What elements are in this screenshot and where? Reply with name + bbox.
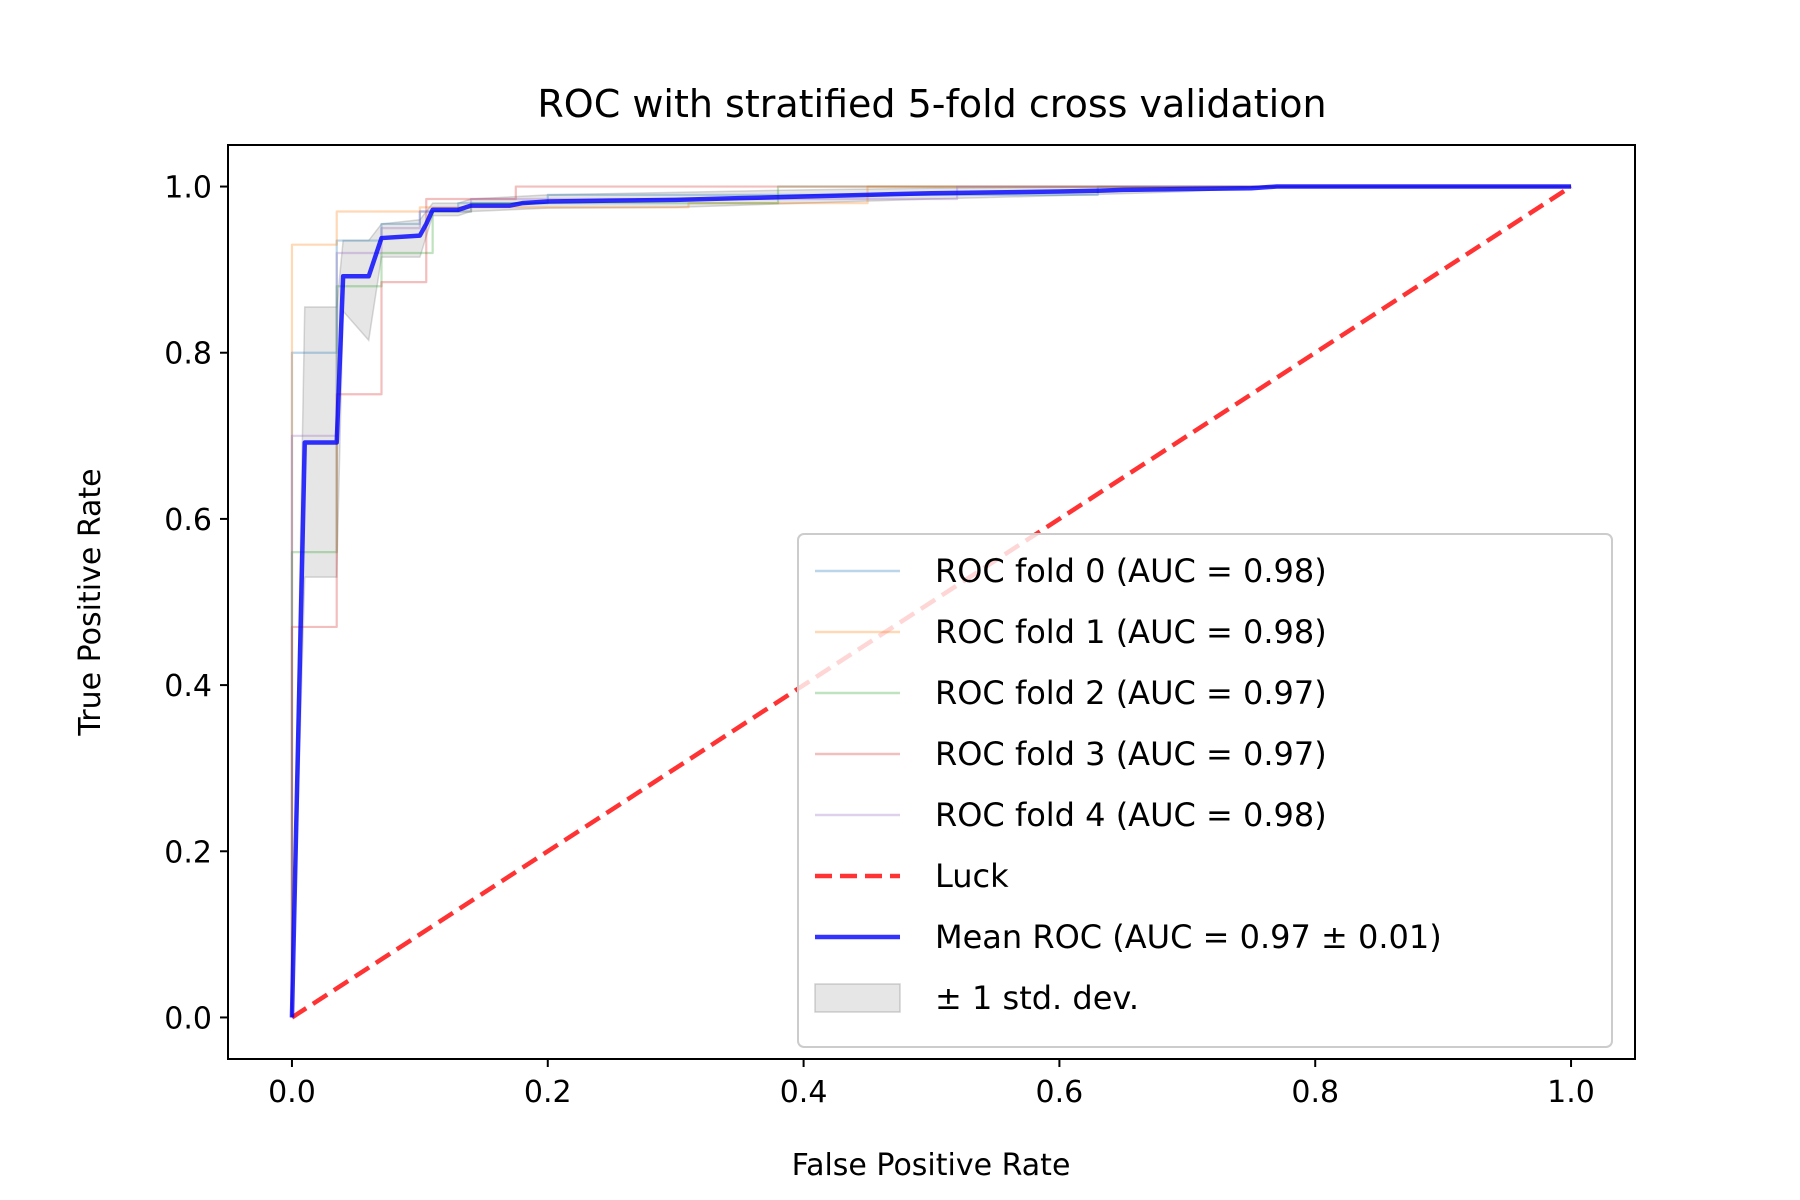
legend-label: ROC fold 1 (AUC = 0.98) [935,613,1327,651]
legend-entry: Mean ROC (AUC = 0.97 ± 0.01) [815,918,1442,956]
mean-roc-line [289,184,1572,1018]
x-axis-ticks: 0.0 0.2 0.4 0.6 0.8 1.0 [268,1059,1595,1110]
x-tick-label: 0.4 [780,1075,828,1110]
std-band-layer [291,185,1572,1018]
legend: ROC fold 0 (AUC = 0.98) ROC fold 1 (AUC =… [797,533,1613,1048]
legend-entry: ROC fold 2 (AUC = 0.97) [815,674,1327,712]
x-tick-label: 0.0 [268,1075,316,1110]
y-tick-label: 0.8 [164,337,212,372]
std-dev-band [291,185,1572,1018]
x-axis-label: False Positive Rate [792,1148,1071,1183]
x-tick-label: 1.0 [1547,1075,1595,1110]
chart-title: ROC with stratified 5-fold cross validat… [537,82,1326,126]
legend-label: ± 1 std. dev. [935,979,1139,1017]
legend-label: ROC fold 2 (AUC = 0.97) [935,674,1327,712]
legend-entry: ROC fold 1 (AUC = 0.98) [815,613,1327,651]
x-tick-label: 0.2 [524,1075,572,1110]
legend-entry: Luck [815,857,1009,895]
y-tick-label: 0.6 [164,503,212,538]
plot-frame [227,144,1636,1060]
y-tick-label: 0.2 [164,835,212,870]
y-tick-label: 0.4 [164,669,212,704]
legend-label: ROC fold 4 (AUC = 0.98) [935,796,1327,834]
x-tick-label: 0.6 [1036,1075,1084,1110]
legend-entry: ROC fold 3 (AUC = 0.97) [815,735,1327,773]
roc-fold-line-1 [290,185,1572,1018]
legend-label: ROC fold 0 (AUC = 0.98) [935,552,1327,590]
y-axis-ticks: 0.0 0.2 0.4 0.6 0.8 1.0 [164,171,228,1036]
legend-entry: ROC fold 4 (AUC = 0.98) [815,796,1327,834]
legend-swatch-band [814,983,901,1013]
legend-label: Mean ROC (AUC = 0.97 ± 0.01) [935,918,1442,956]
legend-label: Luck [935,857,1009,895]
legend-label: ROC fold 3 (AUC = 0.97) [935,735,1327,773]
roc-fold-line-3 [290,185,1572,1018]
x-tick-label: 0.8 [1291,1075,1339,1110]
y-tick-label: 0.0 [164,1001,212,1036]
legend-box [797,533,1613,1048]
legend-entry: ROC fold 0 (AUC = 0.98) [815,552,1327,590]
y-tick-label: 1.0 [164,171,212,206]
roc-fold-line-2 [290,185,1572,1018]
y-axis-label: True Positive Rate [73,468,108,736]
legend-entry: ± 1 std. dev. [814,979,1139,1017]
